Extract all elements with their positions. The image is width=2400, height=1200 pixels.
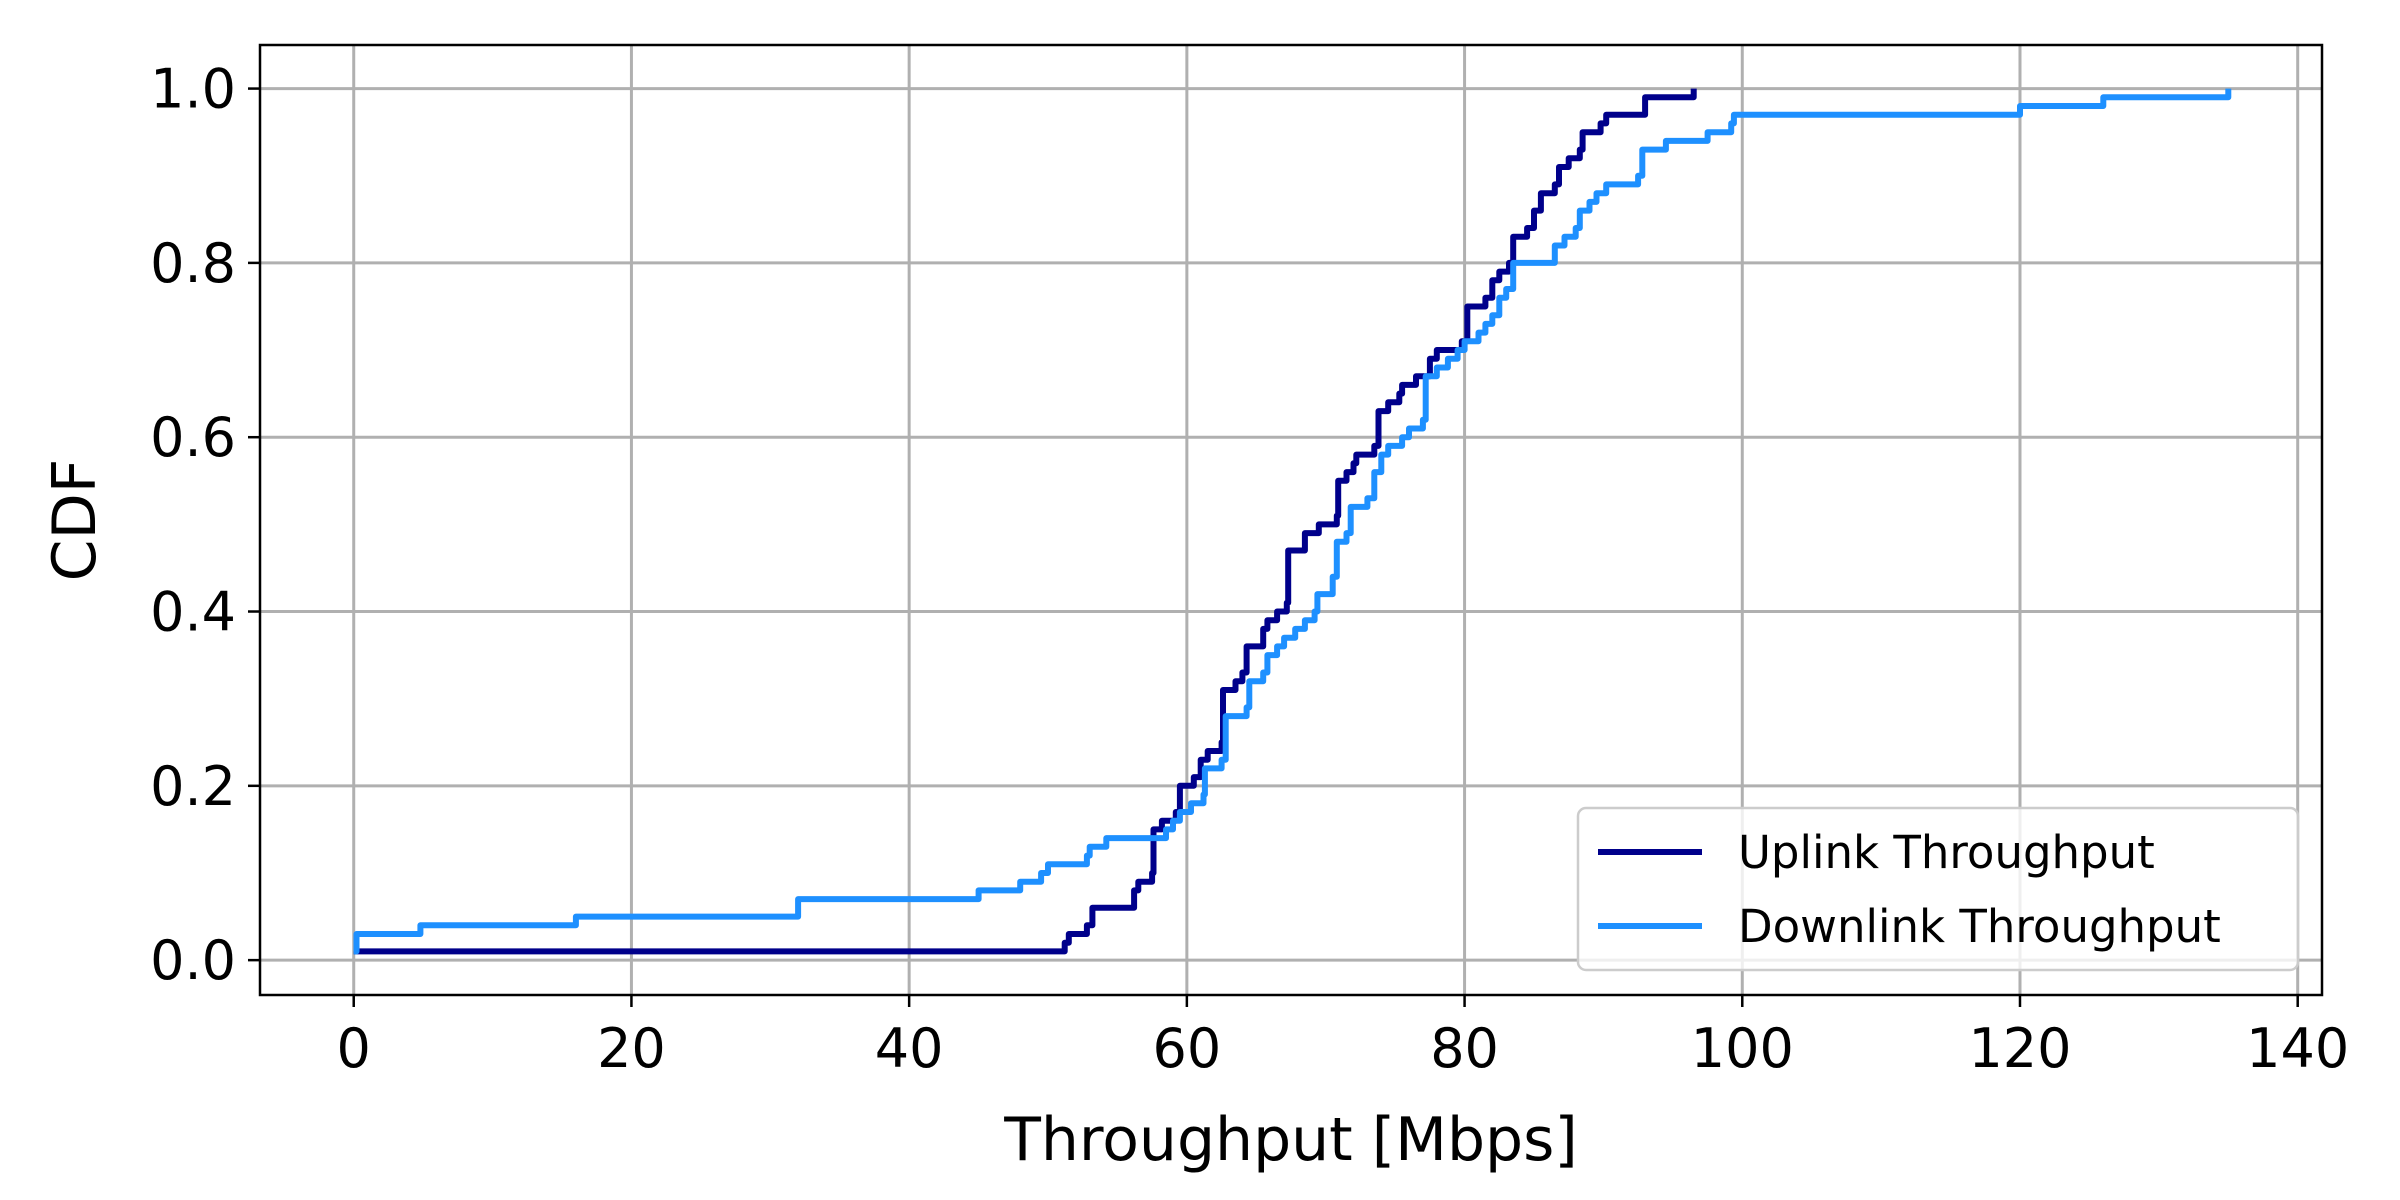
legend-label: Downlink Throughput — [1738, 900, 2221, 953]
x-tick-label: 40 — [875, 1017, 944, 1080]
y-tick-label: 0.0 — [150, 929, 236, 992]
x-tick-label: 120 — [1968, 1017, 2071, 1080]
y-tick-label: 0.6 — [150, 406, 236, 469]
series-line-downlink — [353, 88, 2232, 955]
y-tick-label: 0.4 — [150, 581, 236, 644]
x-tick-label: 100 — [1691, 1017, 1794, 1080]
legend: Uplink Throughput Downlink Throughput — [1576, 806, 2300, 972]
legend-label: Uplink Throughput — [1738, 826, 2155, 879]
series-line-uplink — [353, 88, 1697, 955]
x-tick-label: 20 — [597, 1017, 666, 1080]
x-tick-label: 140 — [2246, 1017, 2349, 1080]
axis-ticks: 0 20 40 60 80 100 120 140 0.0 0.2 0.4 0.6 0.8 1.0 — [150, 58, 2349, 1080]
plot-frame — [258, 43, 2324, 997]
y-axis-label: CDF — [40, 459, 110, 582]
y-tick-label: 0.8 — [150, 232, 236, 295]
x-axis-label: Throughput [Mbps] — [1003, 1105, 1578, 1175]
x-tick-label: 60 — [1152, 1017, 1221, 1080]
x-tick-label: 0 — [337, 1017, 371, 1080]
y-tick-label: 0.2 — [150, 755, 236, 818]
legend-box — [1576, 806, 2300, 972]
y-tick-label: 1.0 — [150, 58, 236, 121]
series-lines — [353, 88, 2232, 955]
grid-lines — [260, 45, 2322, 995]
x-tick-label: 80 — [1430, 1017, 1499, 1080]
